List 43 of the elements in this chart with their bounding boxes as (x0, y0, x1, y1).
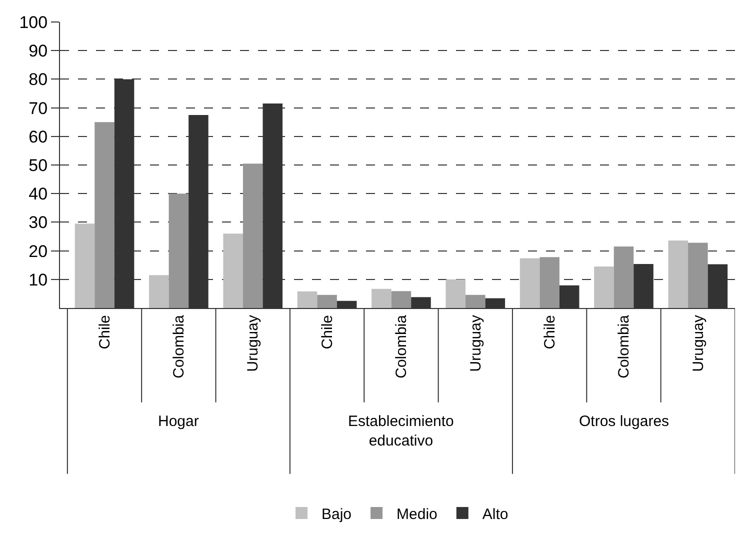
text: Hogar (158, 413, 199, 430)
bar (391, 291, 412, 308)
x-tick-label: Chile (541, 315, 558, 350)
y-tick-label: 80 (28, 70, 48, 90)
bar (688, 242, 708, 308)
bar (242, 164, 263, 308)
bar (668, 240, 688, 308)
y-tick-label: 30 (28, 213, 48, 232)
x-tick-label: Chile (318, 315, 336, 350)
bar (168, 194, 189, 308)
bar (540, 257, 560, 308)
bar (465, 294, 486, 308)
y-tick-label: 10 (28, 270, 48, 290)
text: Otros lugares (579, 413, 670, 430)
x-tick-label: Colombia (170, 314, 188, 378)
x-tick-label: Uruguay (467, 314, 484, 372)
legend-label: Bajo (322, 506, 352, 523)
x-tick-label: Colombia (393, 314, 410, 378)
bar (74, 224, 95, 308)
x-tick-label: Uruguay (690, 314, 707, 372)
x-tick-label: Uruguay (244, 314, 262, 372)
y-tick-label: 90 (28, 42, 48, 61)
y-tick-label: 20 (28, 242, 48, 261)
bar (149, 275, 169, 308)
bar (223, 234, 243, 308)
legend-label: Medio (396, 506, 438, 523)
y-tick-label: 70 (28, 98, 48, 118)
text: Establecimiento educativo (348, 413, 454, 450)
bar (372, 288, 392, 308)
bar (594, 266, 614, 308)
legend-label: Alto (482, 506, 508, 523)
x-tick-label: Colombia (616, 314, 633, 378)
y-tick-label: 40 (28, 184, 48, 204)
bar (446, 279, 466, 308)
y-tick-label: 50 (28, 156, 48, 175)
bar (317, 294, 337, 308)
y-tick-label: 100 (19, 12, 48, 32)
bar (614, 246, 634, 308)
y-tick-label: 60 (28, 127, 48, 146)
bar (297, 291, 318, 308)
bar (520, 258, 540, 308)
x-tick-label: Chile (96, 315, 114, 350)
bar (94, 122, 114, 308)
